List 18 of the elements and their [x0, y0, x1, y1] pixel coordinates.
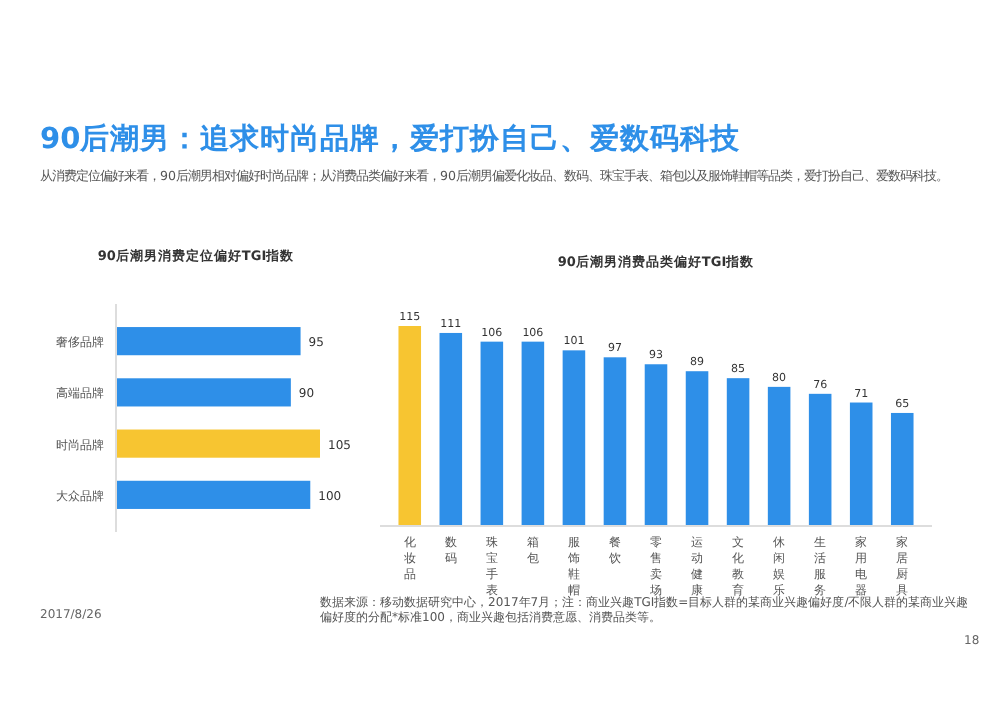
bar: [116, 480, 311, 509]
bar: [480, 341, 504, 526]
bar: [439, 332, 463, 526]
bar: [116, 378, 291, 407]
bar: [890, 412, 914, 526]
bar: [849, 402, 873, 526]
bar: [808, 393, 832, 526]
bar: [398, 326, 422, 526]
bar: [644, 364, 668, 526]
bar: [562, 350, 586, 526]
bar: [767, 386, 791, 526]
bar: [116, 429, 320, 458]
bar: [116, 327, 301, 356]
text: 90后潮男：追求时尚品牌，爱打扮自己、爱数码科技: [40, 122, 743, 156]
bar: [726, 378, 750, 526]
bar: [521, 341, 545, 526]
bar: [603, 357, 627, 526]
bar: [685, 371, 709, 526]
